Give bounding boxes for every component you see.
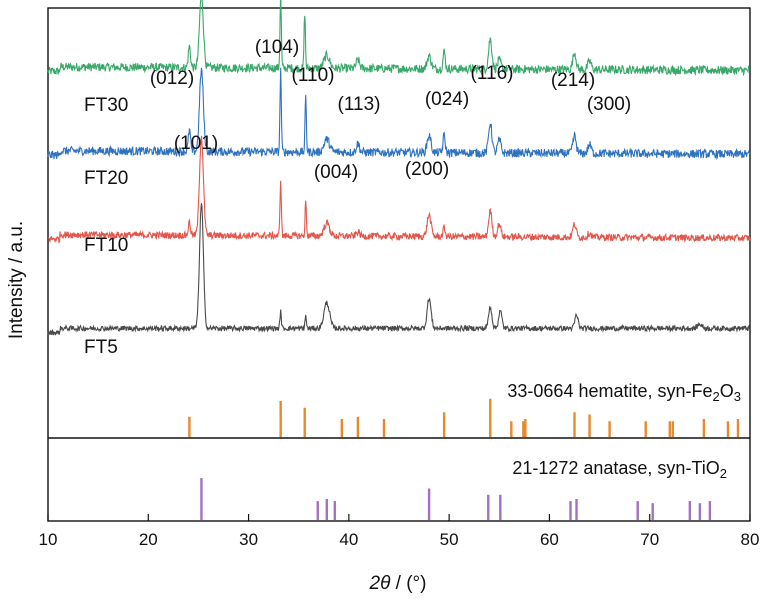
- series-label-ft20: FT20: [84, 168, 128, 189]
- series-label-ft10: FT10: [84, 235, 128, 256]
- peak-label: (024): [425, 89, 469, 110]
- y-axis-label: Intensity / a.u.: [6, 221, 27, 339]
- peak-label: (113): [338, 94, 381, 115]
- peak-label: (101): [174, 133, 218, 154]
- label-layer: FT30 FT20 FT10 FT5 33-0664 hematite, syn-Fe2…: [84, 37, 741, 481]
- x-axis-label: 2θ / (°): [369, 573, 427, 594]
- peak-label: (214): [551, 70, 595, 91]
- peak-label: (200): [405, 159, 449, 180]
- plot-border: [47, 7, 751, 522]
- peak-label: (110): [292, 65, 335, 86]
- series-label-ft30: FT30: [84, 95, 128, 116]
- series-line-ft5: [47, 203, 751, 336]
- peak-label: (004): [314, 162, 358, 183]
- hematite-reference-title: 33-0664 hematite, syn-Fe2O3: [507, 381, 741, 404]
- plot-frame: [47, 7, 751, 522]
- x-axis-ticks: 10 20 30 40 50 60 70 80: [39, 514, 760, 549]
- x-tick-label: 80: [741, 530, 760, 549]
- series-layer: [47, 0, 751, 336]
- series-line-ft10: [47, 135, 751, 244]
- series-line-ft30: [47, 0, 751, 77]
- series-label-ft5: FT5: [84, 337, 118, 358]
- x-tick-label: 50: [440, 530, 459, 549]
- x-axis-label-unit: / (°): [390, 573, 426, 594]
- peak-label: (300): [587, 94, 631, 115]
- peak-label: (104): [255, 37, 299, 58]
- x-tick-label: 20: [139, 530, 158, 549]
- peak-label: (012): [150, 68, 194, 89]
- x-tick-label: 70: [640, 530, 659, 549]
- x-axis-label-symbol: 2θ: [369, 573, 392, 594]
- x-tick-label: 40: [339, 530, 358, 549]
- anatase-reference-title: 21-1272 anatase, syn-TiO2: [512, 458, 727, 481]
- reference-layer: [188, 398, 740, 520]
- x-tick-label: 30: [239, 530, 258, 549]
- x-tick-label: 10: [39, 530, 58, 549]
- series-line-ft20: [47, 67, 751, 161]
- peak-label: (116): [471, 63, 514, 84]
- x-tick-label: 60: [540, 530, 559, 549]
